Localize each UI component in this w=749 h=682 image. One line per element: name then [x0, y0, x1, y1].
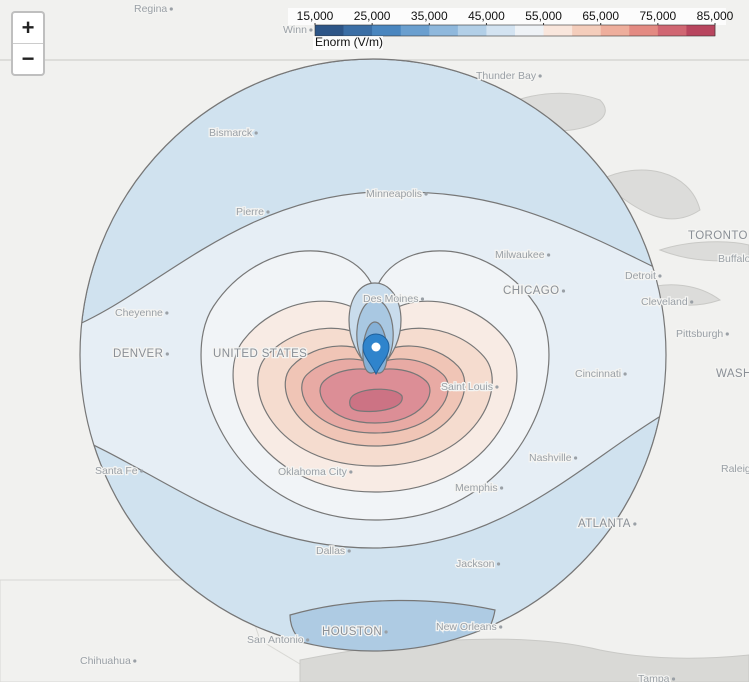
- legend: 15,000 25,000 35,000 45,000 55,000 65,000 75,0…: [288, 8, 734, 50]
- place-dot: [500, 486, 504, 490]
- place-dot: [266, 210, 270, 214]
- place-dot: [496, 562, 501, 566]
- place-label: Santa Fe: [95, 465, 138, 477]
- place-dot: [349, 470, 353, 474]
- place-dot: [547, 253, 551, 257]
- place-label: TORONTO: [688, 230, 748, 242]
- place-label: Pierre: [236, 206, 264, 218]
- place-label: Pittsburgh: [676, 328, 723, 340]
- place-dot: [633, 522, 637, 526]
- place-label: Oklahoma City: [278, 466, 348, 478]
- place-dot: [420, 297, 425, 301]
- color-swatch: [515, 25, 544, 36]
- place-label: Buffalo: [718, 253, 749, 265]
- color-swatch: [400, 25, 430, 36]
- place-label: ATLANTA: [578, 518, 631, 530]
- place-dot: [623, 372, 627, 376]
- legend-tick-label: 45,000: [468, 9, 505, 23]
- place-label: Raleig: [721, 463, 749, 475]
- place-label: Cleveland: [641, 296, 688, 308]
- legend-background: [288, 8, 726, 25]
- place-label: Dallas: [316, 545, 345, 557]
- place-labels: Regina Winn Thunder Bay Bismarck Pierre Minne…: [79, 2, 749, 682]
- place-label: Thunder Bay: [476, 70, 537, 82]
- place-dot: [347, 549, 351, 553]
- color-swatch: [372, 25, 402, 36]
- place-label: Cheyenne: [115, 307, 163, 319]
- place-label: Memphis: [455, 482, 498, 494]
- place-dot: [140, 469, 144, 473]
- colorbar-frame: [314, 24, 716, 37]
- place-label: CHICAGO: [503, 285, 559, 297]
- field-lobes: [200, 250, 550, 521]
- color-swatch: [543, 25, 573, 36]
- place-label: Cincinnati: [575, 368, 621, 380]
- color-swatch: [457, 25, 487, 36]
- color-swatch: [315, 25, 344, 36]
- place-dot: [306, 638, 310, 642]
- place-dot: [690, 300, 694, 304]
- color-swatch: [429, 25, 459, 36]
- place-label: Saint Louis: [441, 381, 493, 393]
- legend-tick-label: 55,000: [525, 9, 562, 23]
- color-swatch: [629, 25, 659, 36]
- zoom-out[interactable]: −: [13, 43, 43, 74]
- place-label: San Antonio: [247, 634, 304, 646]
- legend-tick-label: 15,000: [297, 9, 334, 23]
- place-dot: [574, 456, 578, 460]
- coverage-boundary: [79, 58, 667, 652]
- place-label: DENVER: [113, 348, 163, 360]
- place-dot: [671, 677, 676, 681]
- legend-tick-label: 35,000: [411, 9, 448, 23]
- zoom-control: + −: [11, 11, 45, 76]
- zoom-in[interactable]: +: [21, 15, 35, 40]
- place-label: HOUSTON: [322, 626, 382, 638]
- place-label: Milwaukee: [495, 249, 545, 261]
- place-dot: [424, 192, 428, 196]
- marker: [362, 333, 390, 376]
- legend-tick-label: 25,000: [354, 9, 391, 23]
- color-swatch: [486, 25, 516, 36]
- place-label: Winn: [283, 24, 307, 36]
- place-dot: [133, 659, 137, 663]
- color-swatch: [657, 25, 687, 36]
- place-label: Jackson: [456, 558, 495, 570]
- place-label: Minneapolis: [366, 188, 422, 200]
- place-dot: [169, 7, 173, 11]
- place-label: Nashville: [529, 452, 572, 464]
- color-swatch: [343, 25, 373, 36]
- place-label: Regina: [134, 3, 167, 15]
- legend-tick-label: 85,000: [697, 9, 734, 23]
- place-dot: [658, 274, 662, 278]
- place-label: New Orleans: [436, 621, 497, 633]
- place-dot: [499, 625, 503, 629]
- legend-tick-label: 65,000: [582, 9, 619, 23]
- place-label: Chihuahua: [80, 655, 131, 667]
- legend-title-background: [313, 36, 383, 50]
- color-swatch: [686, 25, 716, 36]
- color-swatch: [572, 25, 602, 36]
- place-dot: [538, 74, 542, 78]
- place-label: Bismarck: [209, 127, 253, 139]
- place-dot: [165, 352, 169, 356]
- place-label: UNITED STATES: [213, 348, 307, 360]
- legend-title: Enorm (V/m): [315, 35, 383, 49]
- place-label: Tampa: [638, 673, 670, 682]
- legend-tick-label: 75,000: [640, 9, 677, 23]
- place-dot: [384, 630, 388, 634]
- color-swatch: [600, 25, 630, 36]
- contour: [349, 388, 403, 413]
- place-label: Detroit: [625, 270, 656, 282]
- place-dot: [495, 385, 499, 389]
- place-dot: [725, 332, 729, 336]
- place-label: WASH: [716, 368, 749, 380]
- place-label: Des Moines: [363, 293, 418, 305]
- place-dot: [309, 28, 313, 32]
- place-dot: [254, 131, 258, 135]
- place-dot: [165, 311, 169, 315]
- place-dot: [561, 289, 566, 293]
